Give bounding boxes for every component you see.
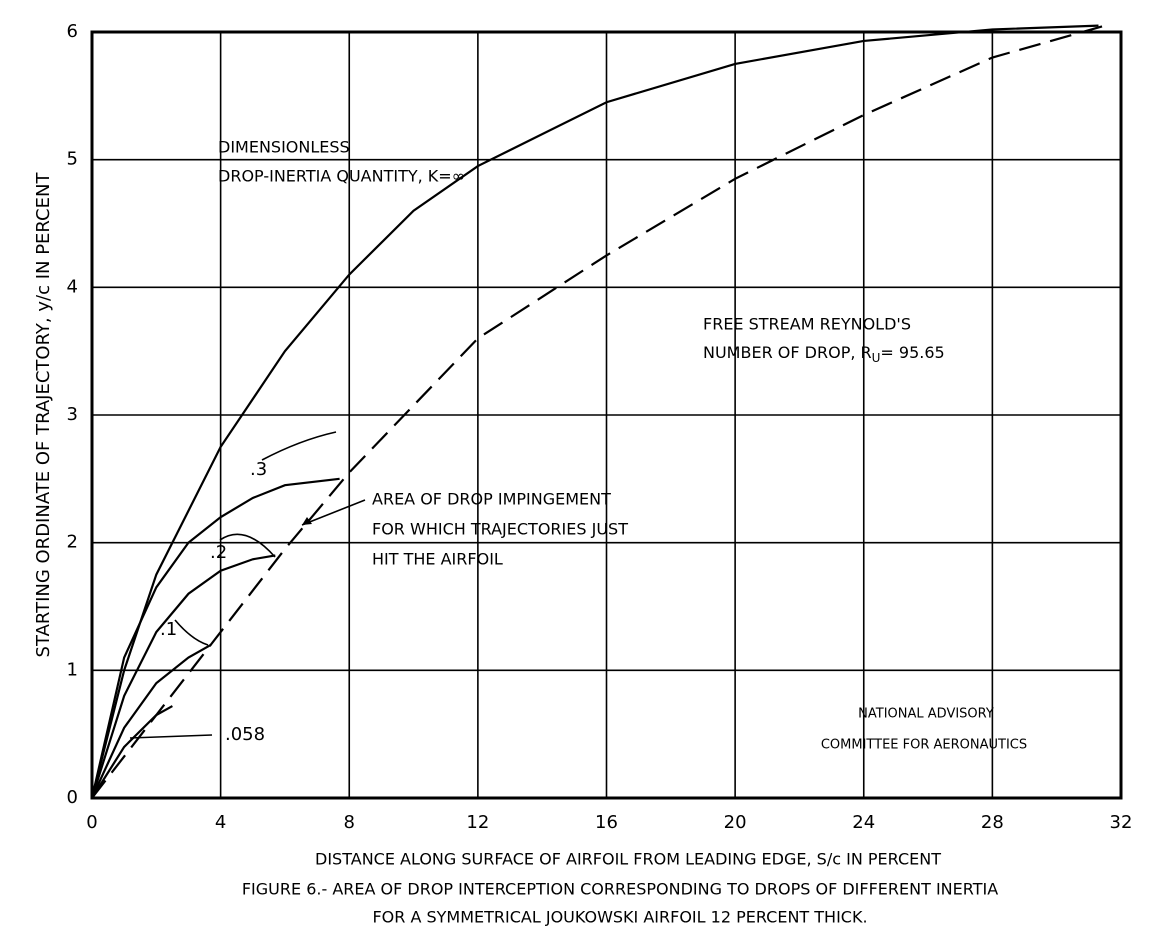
x-tick-label: 20 <box>724 812 747 833</box>
line <box>91 24 1106 799</box>
leader-arrow <box>301 499 366 526</box>
y-tick-label: 5 <box>67 149 78 170</box>
y-tick-label: 6 <box>67 21 78 42</box>
annotation: NATIONAL ADVISORY <box>858 707 994 722</box>
annotation: NUMBER OF DROP, RU= 95.65 <box>703 343 945 365</box>
x-tick-label: 0 <box>86 812 97 833</box>
annotation: COMMITTEE FOR AERONAUTICS <box>821 738 1027 753</box>
x-tick-label: 12 <box>466 812 489 833</box>
line <box>90 477 340 799</box>
leader-line <box>219 533 276 558</box>
annotation: AREA OF DROP IMPINGEMENT <box>372 490 611 509</box>
leader-line <box>129 734 213 739</box>
annotation: DROP-INERTIA QUANTITY, K=∞ <box>218 167 465 186</box>
line <box>90 643 212 799</box>
y-tick-label: 4 <box>67 276 78 297</box>
y-tick-label: 2 <box>67 532 78 553</box>
x-tick-label: 8 <box>344 812 355 833</box>
arrow-head <box>302 517 312 525</box>
x-tick-label: 32 <box>1110 812 1133 833</box>
y-tick-label: 1 <box>67 659 78 680</box>
line-label: .3 <box>250 459 267 480</box>
y-tick-label: 0 <box>67 787 78 808</box>
y-axis-title: STARTING ORDINATE OF TRAJECTORY, y/c IN … <box>33 172 54 658</box>
leader-line <box>261 431 337 461</box>
annotation: FREE STREAM REYNOLD'S <box>703 315 911 334</box>
annotation: = 95.65 <box>880 343 944 362</box>
line <box>91 705 173 799</box>
caption: FIGURE 6.- AREA OF DROP INTERCEPTION COR… <box>242 880 998 899</box>
caption: FOR A SYMMETRICAL JOUKOWSKI AIRFOIL 12 P… <box>372 908 867 927</box>
line-label: .058 <box>225 724 265 745</box>
line-label: .1 <box>160 619 177 640</box>
y-tick-label: 3 <box>67 404 78 425</box>
leader-line <box>174 619 209 646</box>
line <box>90 554 276 799</box>
annotation: FOR WHICH TRAJECTORIES JUST <box>372 520 628 539</box>
line-label: .2 <box>210 542 227 563</box>
x-axis-title: DISTANCE ALONG SURFACE OF AIRFOIL FROM L… <box>315 850 941 869</box>
annotation: NUMBER OF DROP, R <box>703 343 872 362</box>
line <box>90 24 1099 799</box>
annotation: U <box>872 351 881 365</box>
annotation: HIT THE AIRFOIL <box>372 550 503 569</box>
x-tick-label: 4 <box>215 812 226 833</box>
x-tick-label: 16 <box>595 812 618 833</box>
x-tick-label: 24 <box>852 812 875 833</box>
x-tick-label: 28 <box>981 812 1004 833</box>
annotation: DIMENSIONLESS <box>218 138 350 157</box>
